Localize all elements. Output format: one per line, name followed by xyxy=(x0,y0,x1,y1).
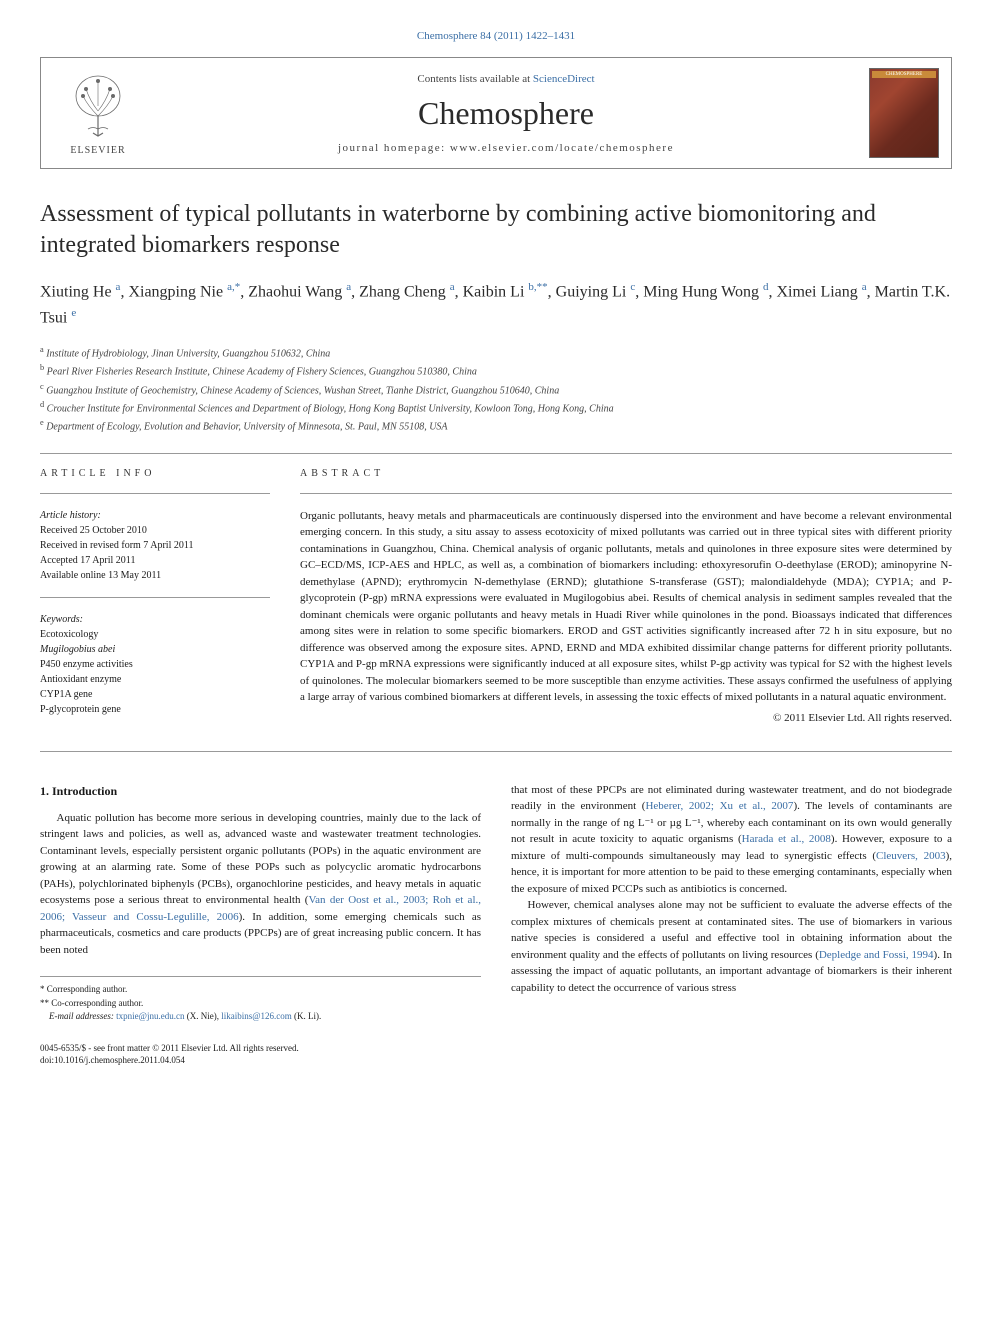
article-info-column: ARTICLE INFO Article history: Received 2… xyxy=(40,468,270,731)
citation-link[interactable]: Cleuvers, 2003 xyxy=(876,850,946,862)
cover-label: CHEMOSPHERE xyxy=(872,71,936,78)
article-title: Assessment of typical pollutants in wate… xyxy=(40,199,952,261)
keyword-line: P450 enzyme activities xyxy=(40,657,270,672)
footer-copyright-line: 0045-6535/$ - see front matter © 2011 El… xyxy=(40,1042,481,1055)
history-label: Article history: xyxy=(40,508,270,523)
affiliation-line: c Guangzhou Institute of Geochemistry, C… xyxy=(40,381,952,398)
history-line: Available online 13 May 2011 xyxy=(40,568,270,583)
elsevier-label: ELSEVIER xyxy=(70,145,125,156)
sciencedirect-link[interactable]: ScienceDirect xyxy=(533,73,595,85)
divider xyxy=(40,597,270,598)
history-line: Received 25 October 2010 xyxy=(40,523,270,538)
citation-link[interactable]: Heberer, 2002; Xu et al., 2007 xyxy=(645,800,793,812)
journal-homepage-line: journal homepage: www.elsevier.com/locat… xyxy=(143,142,869,154)
keyword-line: CYP1A gene xyxy=(40,687,270,702)
keywords-label: Keywords: xyxy=(40,612,270,627)
abstract-text: Organic pollutants, heavy metals and pha… xyxy=(300,508,952,706)
homepage-url[interactable]: www.elsevier.com/locate/chemosphere xyxy=(450,142,674,154)
introduction-heading: 1. Introduction xyxy=(40,782,481,800)
footnote-corr1: * Corresponding author. xyxy=(40,983,481,997)
article-info-heading: ARTICLE INFO xyxy=(40,468,270,479)
abstract-heading: ABSTRACT xyxy=(300,468,952,479)
affiliation-line: d Croucher Institute for Environmental S… xyxy=(40,399,952,416)
keyword-line: P-glycoprotein gene xyxy=(40,702,270,717)
journal-cover-thumbnail: CHEMOSPHERE xyxy=(869,68,939,158)
body-paragraph: that most of these PPCPs are not elimina… xyxy=(511,782,952,898)
body-paragraph: However, chemical analyses alone may not… xyxy=(511,897,952,996)
abstract-column: ABSTRACT Organic pollutants, heavy metal… xyxy=(300,468,952,731)
article-history-block: Article history: Received 25 October 201… xyxy=(40,508,270,583)
email-link[interactable]: likaibins@126.com xyxy=(221,1011,292,1021)
divider xyxy=(40,493,270,494)
journal-name: Chemosphere xyxy=(143,95,869,132)
authors-list: Xiuting He a, Xiangping Nie a,*, Zhaohui… xyxy=(40,279,952,330)
body-left-column: 1. Introduction Aquatic pollution has be… xyxy=(40,782,481,1067)
keyword-line: Antioxidant enzyme xyxy=(40,672,270,687)
citation-link[interactable]: Harada et al., 2008 xyxy=(742,833,831,845)
page-footer: 0045-6535/$ - see front matter © 2011 El… xyxy=(40,1042,481,1067)
history-line: Received in revised form 7 April 2011 xyxy=(40,538,270,553)
journal-header: ELSEVIER Contents lists available at Sci… xyxy=(40,57,952,169)
keyword-line: Mugilogobius abei xyxy=(40,642,270,657)
homepage-prefix: journal homepage: xyxy=(338,142,450,154)
divider xyxy=(40,751,952,752)
body-paragraph: Aquatic pollution has become more seriou… xyxy=(40,810,481,959)
footnote-corr2: ** Co-corresponding author. xyxy=(40,997,481,1011)
divider xyxy=(300,493,952,494)
keywords-block: Keywords: EcotoxicologyMugilogobius abei… xyxy=(40,612,270,717)
footnote-emails: E-mail addresses: txpnie@jnu.edu.cn (X. … xyxy=(40,1010,481,1024)
divider xyxy=(40,453,952,454)
citation-link[interactable]: Depledge and Fossi, 1994 xyxy=(819,949,934,961)
elsevier-logo: ELSEVIER xyxy=(53,71,143,156)
header-center: Contents lists available at ScienceDirec… xyxy=(143,73,869,154)
affiliation-line: b Pearl River Fisheries Research Institu… xyxy=(40,362,952,379)
footer-doi-line: doi:10.1016/j.chemosphere.2011.04.054 xyxy=(40,1054,481,1067)
affiliation-line: a Institute of Hydrobiology, Jinan Unive… xyxy=(40,344,952,361)
contents-available-line: Contents lists available at ScienceDirec… xyxy=(143,73,869,85)
top-citation-link[interactable]: Chemosphere 84 (2011) 1422–1431 xyxy=(40,30,952,42)
body-right-column: that most of these PPCPs are not elimina… xyxy=(511,782,952,1067)
keyword-line: Ecotoxicology xyxy=(40,627,270,642)
corresponding-footnotes: * Corresponding author. ** Co-correspond… xyxy=(40,976,481,1024)
abstract-copyright: © 2011 Elsevier Ltd. All rights reserved… xyxy=(300,712,952,724)
email-link[interactable]: txpnie@jnu.edu.cn xyxy=(116,1011,184,1021)
contents-prefix: Contents lists available at xyxy=(417,73,532,85)
affiliations-list: a Institute of Hydrobiology, Jinan Unive… xyxy=(40,344,952,435)
elsevier-tree-icon xyxy=(68,71,128,141)
history-line: Accepted 17 April 2011 xyxy=(40,553,270,568)
affiliation-line: e Department of Ecology, Evolution and B… xyxy=(40,417,952,434)
